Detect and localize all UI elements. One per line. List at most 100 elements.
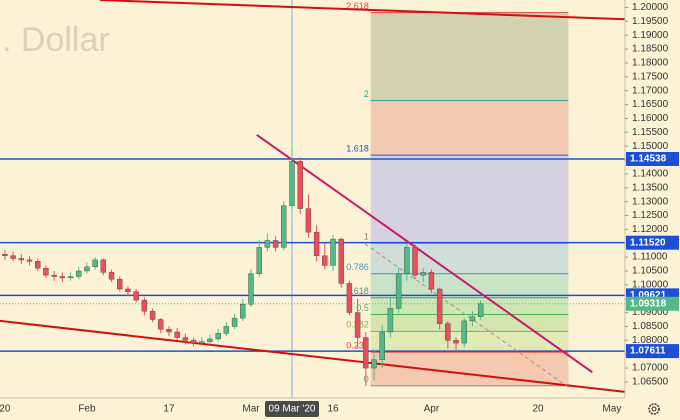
candle-body bbox=[313, 231, 320, 256]
y-tick-label: 1.16500 bbox=[632, 99, 669, 110]
candle-body bbox=[231, 317, 238, 327]
candle-body bbox=[305, 208, 312, 233]
candle-body bbox=[67, 276, 74, 279]
y-tick-label: 1.20000 bbox=[632, 2, 669, 13]
y-tick-label: 1.11000 bbox=[632, 252, 668, 263]
y-tick-label: 1.08000 bbox=[632, 335, 669, 346]
fib-zone bbox=[370, 155, 569, 244]
candle-body bbox=[215, 333, 221, 340]
candle-body bbox=[428, 272, 435, 290]
x-tick-label: 20 bbox=[0, 404, 11, 415]
y-tick-label: 1.19500 bbox=[632, 16, 669, 27]
price-label: 1.09318 bbox=[630, 298, 667, 309]
candle-body bbox=[207, 338, 213, 342]
fib-label: 1.618 bbox=[346, 144, 369, 154]
candle-body bbox=[117, 279, 123, 290]
fib-label: 2.618 bbox=[346, 1, 369, 11]
y-tick-label: 1.10500 bbox=[632, 266, 669, 277]
y-tick-label: 1.16000 bbox=[632, 113, 669, 124]
candle-body bbox=[108, 272, 115, 280]
candle-body bbox=[354, 312, 361, 338]
candle-body bbox=[100, 259, 107, 273]
fib-label: 0.618 bbox=[346, 286, 369, 296]
candle-body bbox=[264, 240, 271, 248]
candle-body bbox=[289, 161, 295, 206]
price-label-box bbox=[626, 296, 679, 311]
candle-body bbox=[461, 320, 467, 344]
candle-body bbox=[51, 274, 57, 277]
fib-zone bbox=[370, 297, 569, 315]
candle-body bbox=[190, 340, 197, 344]
x-tick-label: 20 bbox=[532, 404, 544, 415]
x-tick-label: Mar bbox=[242, 404, 260, 415]
candle-body bbox=[2, 254, 8, 256]
candle-body bbox=[420, 272, 426, 276]
candle-body bbox=[174, 331, 180, 338]
candle-body bbox=[76, 270, 82, 277]
y-tick-label: 1.15000 bbox=[632, 141, 669, 152]
settings-button[interactable] bbox=[648, 403, 660, 415]
y-tick-label: 1.17500 bbox=[632, 71, 669, 82]
y-tick-label: 1.18500 bbox=[632, 44, 669, 55]
candle-body bbox=[379, 331, 385, 360]
candle-body bbox=[84, 266, 90, 272]
candle-body bbox=[453, 340, 459, 344]
fib-zone bbox=[370, 243, 569, 274]
candle-body bbox=[248, 273, 254, 305]
price-label-box bbox=[626, 235, 679, 250]
watermark: . Dollar bbox=[2, 21, 110, 59]
price-label-box bbox=[626, 151, 679, 166]
fib-label: 0.5 bbox=[356, 303, 369, 313]
candle-body bbox=[338, 238, 344, 284]
candle-body bbox=[18, 258, 25, 261]
price-label: 1.14538 bbox=[630, 154, 667, 165]
y-tick-label: 1.18000 bbox=[632, 58, 669, 69]
candle-body bbox=[199, 341, 205, 344]
candle-body bbox=[158, 319, 164, 330]
trend-line bbox=[100, 0, 625, 21]
candle-body bbox=[10, 255, 16, 259]
fib-zone bbox=[370, 12, 569, 101]
y-tick-label: 1.17000 bbox=[632, 85, 669, 96]
candle-body bbox=[272, 240, 279, 248]
y-tick-label: 1.15500 bbox=[632, 127, 669, 138]
candle-body bbox=[125, 288, 131, 292]
fib-zone bbox=[370, 352, 569, 386]
y-tick-label: 1.08500 bbox=[632, 321, 669, 332]
y-tick-label: 1.13500 bbox=[632, 182, 669, 193]
candle-body bbox=[26, 259, 33, 262]
candle-body bbox=[35, 261, 41, 269]
fib-label: 1 bbox=[364, 232, 369, 242]
x-tick-label: 17 bbox=[163, 404, 175, 415]
candle-body bbox=[363, 337, 369, 369]
candle-body bbox=[281, 205, 287, 248]
y-tick-label: 1.06500 bbox=[632, 377, 669, 388]
candle-body bbox=[133, 291, 139, 301]
price-label-box bbox=[626, 344, 679, 359]
candle-body bbox=[92, 259, 98, 268]
candle-body bbox=[387, 308, 394, 333]
fib-zone bbox=[370, 331, 569, 353]
y-tick-label: 1.14000 bbox=[632, 169, 669, 180]
crosshair-tick-box bbox=[264, 401, 319, 417]
candle-body bbox=[445, 323, 451, 341]
x-tick-label: 09 Mar '20 bbox=[269, 404, 316, 415]
candle-body bbox=[141, 299, 148, 312]
price-label: 1.09621 bbox=[630, 290, 667, 301]
candle-body bbox=[322, 255, 328, 266]
candle-body bbox=[469, 316, 476, 322]
candle-body bbox=[371, 359, 377, 369]
trend-line bbox=[256, 133, 593, 374]
fib-zone bbox=[370, 314, 569, 332]
x-tick-label: Apr bbox=[424, 404, 440, 415]
y-tick-label: 1.12000 bbox=[632, 224, 669, 235]
x-tick-label: 16 bbox=[327, 404, 339, 415]
x-tick-label: Feb bbox=[78, 404, 96, 415]
y-tick-label: 1.12500 bbox=[632, 210, 669, 221]
price-label: 1.11520 bbox=[630, 237, 666, 248]
candle-body bbox=[43, 267, 49, 276]
candle-body bbox=[149, 310, 156, 320]
trend-line bbox=[0, 319, 625, 393]
